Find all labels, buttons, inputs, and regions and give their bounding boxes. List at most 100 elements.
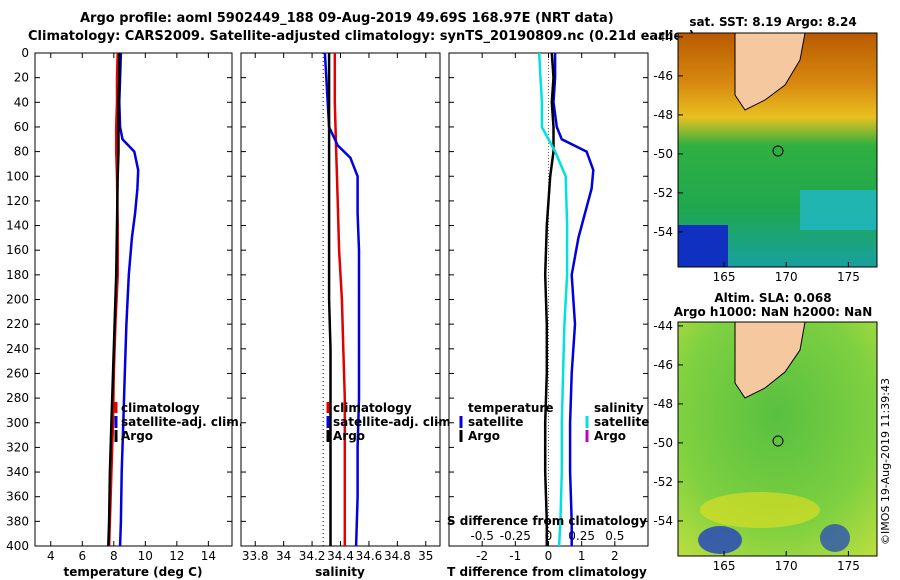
- x-tick-label: 4: [47, 549, 55, 563]
- x-tick-label: 33.8: [242, 549, 269, 563]
- salinity-legend: climatology satellite-adj. clim. Argo: [326, 401, 455, 443]
- map-y-tick-label: -52: [653, 475, 673, 489]
- s-diff-tick-label: 0.5: [605, 529, 624, 543]
- legend-t-header: temperature: [468, 401, 553, 415]
- map-y-tick-label: -50: [653, 147, 673, 161]
- map-y-tick-label: -44: [653, 30, 673, 44]
- depth-tick-label: 380: [6, 514, 29, 528]
- sst-cyan-patch: [800, 190, 877, 230]
- sla-low-patch-2: [820, 524, 850, 552]
- map-y-tick-label: -52: [653, 186, 673, 200]
- series-argo: [107, 53, 121, 546]
- sst-map-title: sat. SST: 8.19 Argo: 8.24: [689, 15, 856, 29]
- legend-s-argo: Argo: [333, 429, 365, 443]
- map-x-tick-label: 165: [713, 559, 736, 573]
- difference-panel: -2 -1 0 1 2-0.5 -0.25 0 0.25 0.5 T difference fr…: [447, 52, 649, 579]
- x-tick-label: 10: [138, 549, 153, 563]
- temperature-ticks: 4 6 8 10 12 14: [47, 53, 216, 563]
- difference-legend-temperature: temperature satellite Argo: [459, 401, 553, 443]
- s-diff-tick-label: -0.25: [500, 529, 531, 543]
- sla-map: Altim. SLA: 0.068 Argo h1000: NaN h2000:…: [653, 291, 878, 573]
- salinity-axes-box: [240, 52, 441, 547]
- s-diff-tick-label: -0.5: [470, 529, 493, 543]
- temperature-xlabel: temperature (deg C): [64, 565, 203, 579]
- map-x-tick-label: 165: [713, 270, 736, 284]
- depth-tick-label: 260: [6, 366, 29, 380]
- series-t-satellite: [552, 53, 595, 546]
- legend-sd-argo: Argo: [594, 429, 626, 443]
- legend-argo: Argo: [121, 429, 153, 443]
- salinity-ticks: 33.8 34 34.2 34.4 34.6 34.8 35: [242, 53, 433, 563]
- legend-t-satellite: satellite: [468, 415, 523, 429]
- legend-s-climatology: climatology: [333, 401, 412, 415]
- figure-title-line2: Climatology: CARS2009. Satellite-adjuste…: [28, 29, 695, 44]
- sla-map-frame: [677, 321, 878, 557]
- depth-tick-label: 100: [6, 169, 29, 183]
- map-y-tick-label: -46: [653, 358, 673, 372]
- sla-low-patch: [698, 526, 742, 554]
- salinity-depth-ticks: [241, 52, 440, 547]
- sst-cold-patch: [678, 225, 728, 267]
- x-tick-label: 34.8: [384, 549, 411, 563]
- sla-map-title1: Altim. SLA: 0.068: [714, 291, 831, 305]
- temperature-lines: [107, 53, 140, 546]
- x-tick-label: -2: [476, 549, 488, 563]
- depth-tick-label: 80: [14, 145, 29, 159]
- x-tick-label: 34.4: [327, 549, 354, 563]
- x-tick-label: 34: [276, 549, 291, 563]
- legend-sd-satellite: satellite: [594, 415, 649, 429]
- map-y-tick-label: -54: [653, 514, 673, 528]
- imos-watermark: ©IMOS 19-Aug-2019 11:39:43: [879, 378, 892, 545]
- depth-tick-label: 120: [6, 194, 29, 208]
- sst-argo-location-marker: [772, 145, 784, 157]
- x-tick-label: 2: [611, 549, 619, 563]
- series-t-argo: [543, 53, 555, 546]
- depth-tick-label: 60: [14, 120, 29, 134]
- legend-s-header: salinity: [594, 401, 644, 415]
- sst-land-shape: [734, 32, 806, 111]
- series-satellite-adj-clim-: [118, 53, 140, 546]
- map-x-tick-label: 175: [837, 559, 860, 573]
- map-y-tick-label: -48: [653, 397, 673, 411]
- legend-s-satellite: satellite-adj. clim.: [333, 415, 455, 429]
- difference-xlabel: T difference from climatology: [447, 565, 647, 579]
- depth-tick-label: 140: [6, 219, 29, 233]
- depth-tick-label: 220: [6, 317, 29, 331]
- x-tick-label: 12: [169, 549, 184, 563]
- temperature-legend: climatology satellite-adj. clim. Argo: [114, 401, 243, 443]
- depth-tick-label: 160: [6, 243, 29, 257]
- x-tick-label: 8: [110, 549, 118, 563]
- series-argo: [327, 53, 332, 546]
- depth-tick-label: 400: [6, 539, 29, 553]
- sla-high-band: [700, 492, 820, 528]
- series-climatology: [333, 53, 347, 546]
- temperature-panel: 0 20 40 60 80 100 120 140 160 180 200 220 240 260 280 3…: [6, 46, 243, 579]
- difference-legend-salinity: salinity satellite Argo: [585, 401, 649, 443]
- sla-argo-location-marker: [772, 435, 784, 447]
- depth-tick-label: 180: [6, 268, 29, 282]
- s-difference-xlabel: S difference from climatology: [447, 514, 647, 528]
- map-x-tick-label: 170: [775, 270, 798, 284]
- depth-tick-label: 340: [6, 465, 29, 479]
- s-diff-tick-label: 0.25: [568, 529, 595, 543]
- map-y-tick-label: -50: [653, 436, 673, 450]
- series-s-satellite: [537, 53, 569, 546]
- x-tick-label: 0: [545, 549, 553, 563]
- depth-tick-label: 280: [6, 391, 29, 405]
- depth-tick-label: 300: [6, 416, 29, 430]
- depth-tick-label: 20: [14, 71, 29, 85]
- x-tick-label: 1: [578, 549, 586, 563]
- depth-ticks: 0 20 40 60 80 100 120 140 160 180 200 220 240 260 280 3…: [6, 46, 232, 553]
- salinity-panel: 33.8 34 34.2 34.4 34.6 34.8 35 salinity climat…: [240, 52, 455, 579]
- difference-lines: [537, 53, 595, 546]
- sst-map-ticks: 165 170 175 -44 -46 -48 -50 -52 -54: [653, 30, 859, 284]
- depth-tick-label: 360: [6, 490, 29, 504]
- depth-tick-label: 0: [21, 46, 29, 60]
- x-tick-label: 34.2: [299, 549, 326, 563]
- salinity-xlabel: salinity: [315, 565, 365, 579]
- x-tick-label: 6: [78, 549, 86, 563]
- x-tick-label: -1: [509, 549, 521, 563]
- map-y-tick-label: -46: [653, 69, 673, 83]
- figure-title-line1: Argo profile: aoml 5902449_188 09-Aug-20…: [80, 11, 614, 26]
